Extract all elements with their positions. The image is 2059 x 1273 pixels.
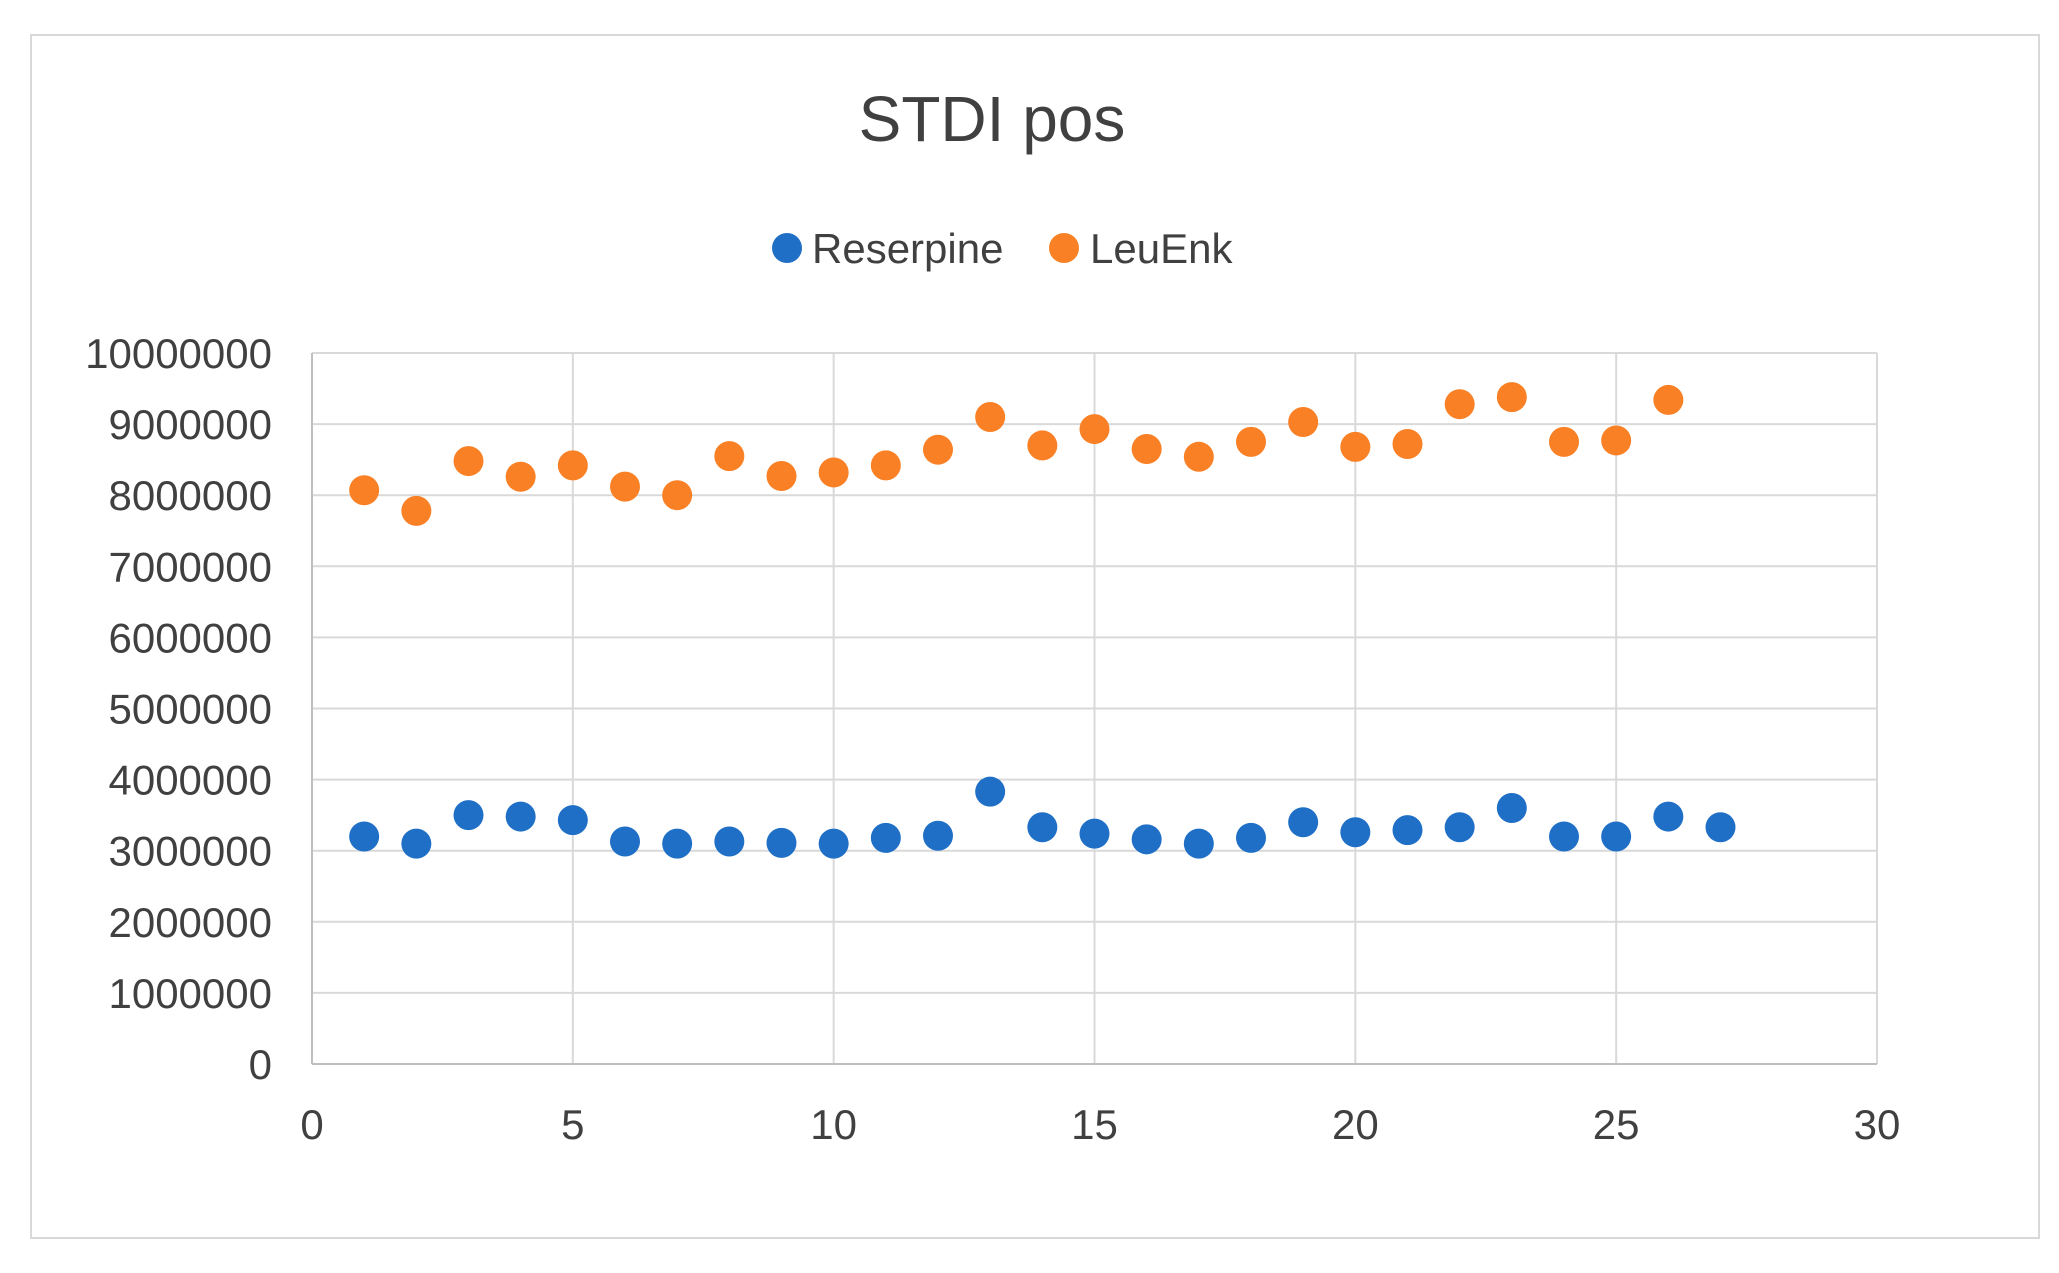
x-tick-label: 15 — [1071, 1101, 1118, 1148]
chart-title: STDI pos — [859, 83, 1126, 155]
data-point-reserpine — [923, 820, 953, 851]
chart-frame: STDI pos Reserpine LeuEnk 0 1000000 2000000… — [30, 34, 2040, 1239]
legend-label-reserpine: Reserpine — [812, 225, 1003, 272]
data-point-leuenk — [557, 450, 588, 481]
data-points — [349, 382, 1736, 859]
data-point-reserpine — [610, 826, 640, 857]
data-point-reserpine — [818, 828, 849, 859]
data-point-reserpine — [1549, 821, 1579, 852]
y-tick-label: 2000000 — [108, 899, 272, 946]
y-tick-label: 5000000 — [108, 686, 272, 733]
y-tick-label: 7000000 — [108, 543, 272, 590]
data-point-reserpine — [766, 827, 797, 858]
axes: 0 1000000 2000000 3000000 4000000 5000000 6000… — [85, 330, 1900, 1148]
data-point-reserpine — [1496, 793, 1527, 824]
data-point-reserpine — [505, 801, 536, 832]
y-tick-label: 1000000 — [108, 970, 272, 1017]
data-point-reserpine — [1601, 821, 1632, 852]
data-point-leuenk — [766, 461, 797, 492]
data-point-reserpine — [1236, 822, 1266, 853]
data-point-reserpine — [1183, 828, 1214, 859]
data-point-leuenk — [923, 434, 953, 465]
data-point-leuenk — [1496, 382, 1527, 413]
data-point-leuenk — [1183, 441, 1214, 472]
data-point-leuenk — [870, 450, 901, 481]
data-point-reserpine — [1027, 812, 1058, 843]
data-point-reserpine — [453, 800, 484, 831]
x-tick-label: 25 — [1593, 1101, 1640, 1148]
data-point-leuenk — [1444, 389, 1475, 420]
data-point-leuenk — [818, 457, 849, 488]
y-tick-label: 8000000 — [108, 472, 272, 519]
data-point-leuenk — [1079, 414, 1110, 445]
legend-marker-leuenk — [1049, 233, 1079, 263]
x-tick-label: 10 — [810, 1101, 857, 1148]
x-tick-label: 5 — [561, 1101, 584, 1148]
data-point-leuenk — [1653, 384, 1684, 415]
y-tick-label: 0 — [249, 1041, 272, 1088]
data-point-leuenk — [1601, 425, 1632, 456]
data-point-leuenk — [1340, 431, 1371, 462]
data-point-reserpine — [349, 821, 380, 852]
y-tick-label: 3000000 — [108, 828, 272, 875]
x-tick-label: 30 — [1854, 1101, 1901, 1148]
scatter-chart: STDI pos Reserpine LeuEnk 0 1000000 2000000… — [85, 83, 1900, 1148]
data-point-leuenk — [610, 471, 640, 502]
data-point-reserpine — [714, 826, 745, 857]
data-point-leuenk — [349, 475, 380, 506]
data-point-reserpine — [1079, 818, 1110, 849]
data-point-leuenk — [1131, 433, 1162, 464]
y-tick-label: 9000000 — [108, 401, 272, 448]
data-point-leuenk — [1392, 429, 1423, 460]
y-tick-label: 10000000 — [85, 330, 272, 377]
data-point-reserpine — [975, 776, 1006, 807]
data-point-reserpine — [1444, 812, 1475, 843]
x-tick-label: 0 — [300, 1101, 323, 1148]
data-point-leuenk — [662, 480, 693, 511]
data-point-leuenk — [401, 495, 432, 526]
y-tick-label: 6000000 — [108, 614, 272, 661]
data-point-leuenk — [453, 446, 484, 477]
data-point-reserpine — [870, 822, 901, 853]
data-point-leuenk — [1549, 426, 1579, 457]
data-point-reserpine — [401, 828, 432, 859]
x-tick-label: 20 — [1332, 1101, 1379, 1148]
y-tick-label: 4000000 — [108, 757, 272, 804]
data-point-reserpine — [1653, 801, 1684, 832]
data-point-leuenk — [714, 441, 745, 472]
data-point-reserpine — [1705, 812, 1736, 843]
data-point-reserpine — [1288, 807, 1319, 838]
data-point-reserpine — [557, 805, 588, 836]
data-point-reserpine — [1392, 815, 1423, 846]
data-point-reserpine — [1340, 817, 1371, 848]
gridlines — [312, 352, 1878, 1064]
series-leuenk — [349, 382, 1684, 526]
data-point-leuenk — [1027, 430, 1058, 461]
data-point-leuenk — [1236, 426, 1266, 457]
series-reserpine — [349, 776, 1736, 859]
legend: Reserpine LeuEnk — [772, 225, 1233, 272]
legend-label-leuenk: LeuEnk — [1090, 225, 1233, 272]
data-point-leuenk — [975, 401, 1006, 432]
data-point-leuenk — [1288, 406, 1319, 437]
data-point-leuenk — [505, 461, 536, 492]
data-point-reserpine — [1131, 824, 1162, 855]
data-point-reserpine — [662, 828, 693, 859]
legend-marker-reserpine — [772, 233, 802, 263]
